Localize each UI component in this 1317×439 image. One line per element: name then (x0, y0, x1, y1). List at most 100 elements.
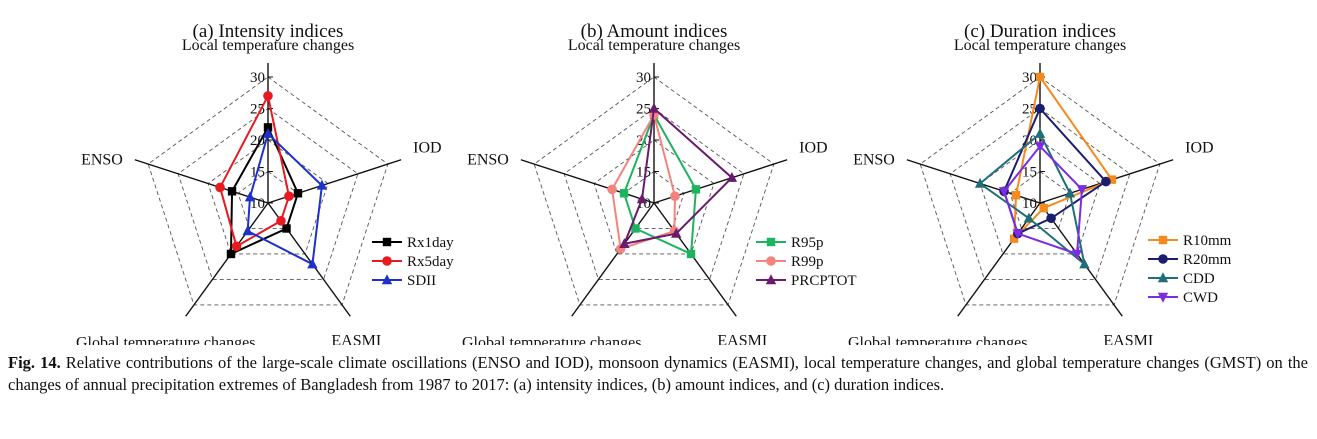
series-line (1002, 106, 1108, 235)
data-point (1034, 142, 1046, 152)
series-rx5day (215, 91, 294, 252)
grid-ring (147, 76, 389, 306)
axis-label-local-temperature-changes: Local temperature changes (182, 37, 354, 54)
axis-label-global-temperature-changes: Global temperature changes (462, 334, 641, 345)
tick-label: 20 (250, 133, 265, 149)
axis-label-iod: IOD (413, 140, 441, 157)
legend-marker (766, 237, 776, 247)
legend-label: R20mm (1183, 252, 1232, 268)
tick-label: 30 (250, 70, 265, 86)
data-point (1034, 128, 1046, 138)
series-line (1002, 144, 1083, 256)
series-rx1day (226, 123, 303, 259)
legend-label: SDII (407, 273, 436, 289)
figure-caption: Fig. 14. Relative contributions of the l… (8, 352, 1308, 396)
data-point (671, 227, 682, 238)
axis-label-easmi: EASMI (331, 332, 381, 345)
caption-text: Relative contributions of the large-scal… (8, 353, 1309, 394)
legend-label: CDD (1183, 271, 1215, 287)
series-line (622, 106, 734, 246)
series-line (218, 92, 291, 248)
axis-spoke (571, 202, 655, 317)
axis-label-easmi: EASMI (717, 332, 767, 345)
data-point (244, 191, 256, 202)
data-point (1046, 213, 1056, 224)
data-point (1012, 229, 1023, 240)
data-point (307, 258, 318, 269)
series-line (622, 112, 697, 256)
series-cwd (998, 142, 1088, 260)
legend-marker (765, 274, 777, 285)
data-point (998, 187, 1010, 198)
series-line (1012, 74, 1114, 242)
legend: Rx1day Rx5day SDII (372, 235, 454, 289)
tick-label: 10 (1022, 196, 1037, 212)
series-r10mm (1009, 72, 1117, 243)
axis-label-iod: IOD (799, 140, 827, 157)
axis-spoke (520, 159, 655, 204)
axis-label-global-temperature-changes: Global temperature changes (848, 334, 1027, 345)
grid-ring (533, 76, 775, 306)
axis-label-iod: IOD (1185, 140, 1213, 157)
data-point (263, 123, 273, 132)
data-point (1107, 175, 1117, 184)
grid-ring (919, 76, 1161, 306)
data-point (293, 189, 303, 198)
tick-label: 15 (1022, 165, 1037, 181)
data-point (284, 191, 294, 201)
data-point (226, 249, 236, 259)
data-point (1039, 203, 1048, 213)
series-line (978, 132, 1086, 267)
grid-ring (593, 139, 715, 255)
legend-label: CWD (1183, 290, 1218, 306)
legend-label: R10mm (1183, 233, 1232, 249)
data-point (282, 224, 291, 233)
grid-ring (623, 170, 685, 229)
data-point (242, 225, 253, 236)
caption-label: Fig. 14. (8, 353, 61, 372)
chart-title: (c) Duration indices (964, 21, 1116, 42)
legend-marker (1158, 254, 1168, 264)
grid-ring (949, 107, 1131, 280)
data-point (1011, 191, 1021, 200)
axis-spoke (653, 202, 737, 317)
data-point (619, 189, 629, 198)
grid-ring (207, 139, 329, 255)
series-line (229, 125, 300, 256)
grid-ring (563, 107, 745, 280)
data-point (974, 177, 986, 188)
axis-label-easmi: EASMI (1103, 332, 1153, 345)
tick-label: 30 (1022, 70, 1037, 86)
series-sdii (242, 128, 328, 269)
axis-spoke (185, 202, 269, 317)
data-point (1076, 185, 1088, 196)
data-point (619, 238, 630, 248)
data-point (1064, 187, 1076, 198)
data-point (1071, 249, 1083, 260)
legend-marker (382, 256, 392, 266)
legend-label: PRCPTOT (791, 273, 857, 289)
axis-label-local-temperature-changes: Local temperature changes (568, 37, 740, 54)
data-point (231, 241, 242, 252)
legend-marker (381, 274, 393, 285)
data-point (215, 182, 225, 193)
tick-label: 25 (636, 102, 651, 118)
axis-label-enso: ENSO (853, 152, 895, 169)
tick-label: 30 (636, 70, 651, 86)
data-point (670, 191, 680, 201)
chart-title: (a) Intensity indices (193, 21, 344, 42)
legend-label: Rx1day (407, 235, 454, 251)
data-point (1079, 258, 1090, 269)
legend-marker (1157, 272, 1169, 283)
axis-label-local-temperature-changes: Local temperature changes (954, 37, 1126, 54)
legend-label: R95p (791, 235, 824, 251)
legend: R95p R99p PRCPTOT (756, 235, 857, 289)
legend-marker (1157, 292, 1169, 303)
data-point (1035, 72, 1045, 82)
data-point (691, 185, 701, 194)
data-point (686, 249, 696, 259)
series-prcptot (619, 102, 738, 248)
legend-marker (1158, 235, 1168, 245)
